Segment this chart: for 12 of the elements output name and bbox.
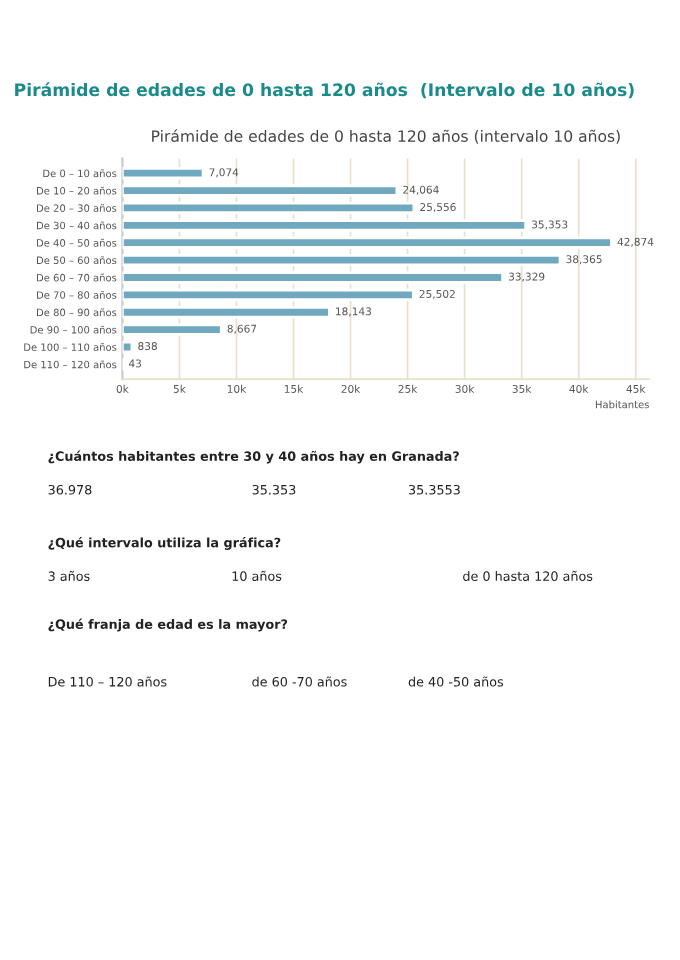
- bar: [122, 184, 399, 197]
- bar: [122, 271, 504, 284]
- bar: [122, 167, 205, 180]
- bar: [122, 306, 331, 319]
- bar: [122, 288, 415, 302]
- bar: [122, 236, 613, 249]
- bar: [122, 323, 223, 336]
- bar: [122, 219, 528, 232]
- bar: [122, 340, 134, 354]
- chart-title: Pirámide de edades de 0 hasta 120 años (Intervalo de 10 años): [15, 82, 634, 99]
- bar: [122, 253, 562, 267]
- bar: [122, 201, 416, 215]
